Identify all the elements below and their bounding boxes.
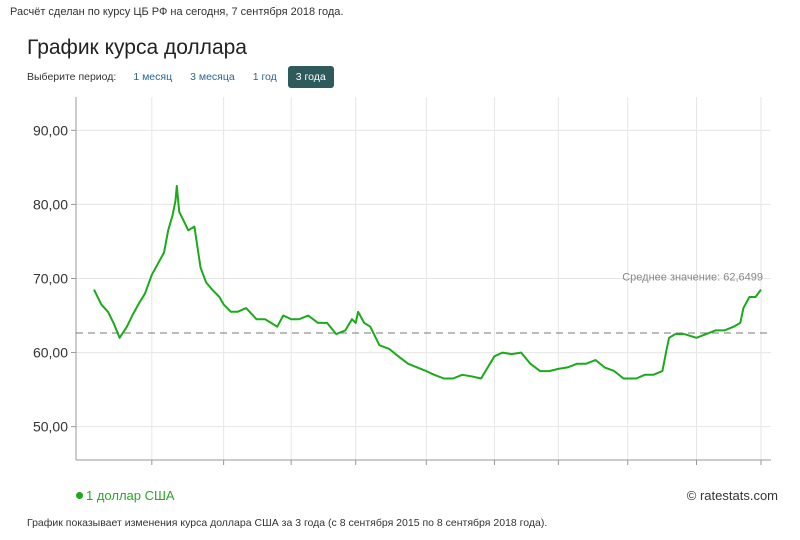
chart-description: График показывает изменения курса доллар… [27, 517, 548, 529]
legend-marker [76, 492, 83, 499]
usd-rate-line [93, 184, 762, 380]
period-3-months-button[interactable]: 3 месяца [190, 71, 235, 83]
site-credit[interactable]: © ratestats.com [686, 488, 778, 503]
period-label: Выберите период: [27, 71, 117, 83]
page-title: График курса доллара [27, 36, 247, 59]
chart-legend[interactable]: 1 доллар США [76, 488, 175, 503]
y-tick-label: 80,00 [33, 196, 68, 212]
y-tick-label: 90,00 [33, 122, 68, 138]
average-label: Среднее значение: 62,6499 [622, 271, 763, 283]
y-tick-label: 50,00 [33, 419, 68, 435]
y-tick-label: 70,00 [33, 271, 68, 287]
rate-source-note: Расчёт сделан по курсу ЦБ РФ на сегодня,… [10, 6, 344, 18]
y-tick-label: 60,00 [33, 345, 68, 361]
legend-label: 1 доллар США [86, 488, 175, 503]
period-3-years-button[interactable]: 3 года [287, 66, 334, 88]
period-selector: Выберите период: 1 месяц 3 месяца 1 год … [27, 66, 338, 88]
usd-rate-chart: 50,0060,0070,0080,0090,0012.12.1508.04.1… [33, 97, 771, 465]
period-1-year-button[interactable]: 1 год [252, 71, 277, 83]
period-1-month-button[interactable]: 1 месяц [133, 71, 173, 83]
